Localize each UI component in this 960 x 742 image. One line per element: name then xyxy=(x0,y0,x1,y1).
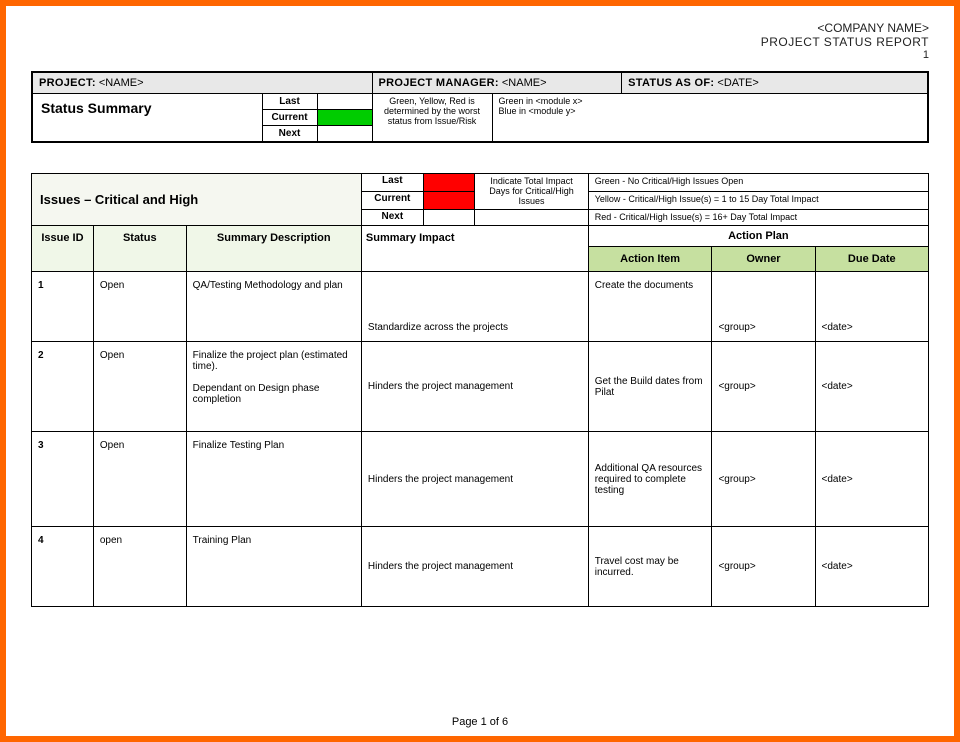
lcn-current-val xyxy=(317,110,372,126)
cell-impact: Hinders the project management xyxy=(361,527,588,607)
cell-due: <date> xyxy=(815,272,928,342)
lcn-last-val xyxy=(317,94,372,110)
lcn-last: Last xyxy=(262,94,317,110)
issues-title: Issues – Critical and High xyxy=(32,174,362,226)
status-summary-title: Status Summary xyxy=(32,94,262,143)
report-title: PROJECT STATUS REPORT xyxy=(31,35,929,49)
cell-due: <date> xyxy=(815,527,928,607)
cell-impact: Hinders the project management xyxy=(361,432,588,527)
cell-owner: <group> xyxy=(712,432,815,527)
module-note-1: Green in <module x> xyxy=(499,96,922,106)
issues-lcn-last: Last xyxy=(361,174,423,192)
issues-next-blank xyxy=(475,210,588,226)
lcn-next: Next xyxy=(262,126,317,143)
pm-cell: PROJECT MANAGER: <NAME> xyxy=(372,72,622,94)
legend-red: Red - Critical/High Issue(s) = 16+ Day T… xyxy=(588,210,928,226)
cell-desc: Finalize Testing Plan xyxy=(186,432,361,527)
hdr-summary-impact: Summary Impact xyxy=(361,226,588,272)
hdr-owner: Owner xyxy=(712,247,815,272)
issues-current-color xyxy=(423,192,475,210)
lcn-current: Current xyxy=(262,110,317,126)
hdr-summary-desc: Summary Description xyxy=(186,226,361,272)
cell-desc: Training Plan xyxy=(186,527,361,607)
issues-last-color xyxy=(423,174,475,192)
project-label: PROJECT: xyxy=(39,77,96,89)
cell-id: 1 xyxy=(32,272,94,342)
cell-owner: <group> xyxy=(712,342,815,432)
status-label: STATUS AS OF: xyxy=(628,77,714,89)
cell-status: Open xyxy=(93,272,186,342)
cell-id: 2 xyxy=(32,342,94,432)
module-note-2: Blue in <module y> xyxy=(499,106,922,116)
cell-action: Create the documents xyxy=(588,272,712,342)
cell-action: Additional QA resources required to comp… xyxy=(588,432,712,527)
hdr-action-item: Action Item xyxy=(588,247,712,272)
module-note: Green in <module x> Blue in <module y> xyxy=(492,94,928,143)
legend-green: Green - No Critical/High Issues Open xyxy=(588,174,928,192)
table-row: 4 open Training Plan Hinders the project… xyxy=(32,527,929,607)
cell-desc: Finalize the project plan (estimated tim… xyxy=(186,342,361,432)
lcn-next-val xyxy=(317,126,372,143)
table-row: 1 Open QA/Testing Methodology and plan S… xyxy=(32,272,929,342)
cell-due: <date> xyxy=(815,432,928,527)
project-info-table: PROJECT: <NAME> PROJECT MANAGER: <NAME> … xyxy=(31,71,929,143)
hdr-issue-id: Issue ID xyxy=(32,226,94,272)
project-cell: PROJECT: <NAME> xyxy=(32,72,372,94)
footer-page: Page 1 of 6 xyxy=(6,716,954,728)
table-row: 2 Open Finalize the project plan (estima… xyxy=(32,342,929,432)
project-value: <NAME> xyxy=(99,77,144,89)
cell-owner: <group> xyxy=(712,272,815,342)
pm-value: <NAME> xyxy=(502,77,547,89)
status-value: <DATE> xyxy=(717,77,758,89)
cell-status: Open xyxy=(93,342,186,432)
issues-lcn-current: Current xyxy=(361,192,423,210)
status-cell: STATUS AS OF: <DATE> xyxy=(622,72,928,94)
issues-next-color xyxy=(423,210,475,226)
cell-due: <date> xyxy=(815,342,928,432)
company-name: <COMPANY NAME> xyxy=(31,21,929,35)
hdr-due-date: Due Date xyxy=(815,247,928,272)
cell-action: Travel cost may be incurred. xyxy=(588,527,712,607)
header-right: <COMPANY NAME> PROJECT STATUS REPORT 1 xyxy=(31,21,929,61)
issues-indicator-note: Indicate Total Impact Days for Critical/… xyxy=(475,174,588,210)
cell-status: open xyxy=(93,527,186,607)
table-row: 3 Open Finalize Testing Plan Hinders the… xyxy=(32,432,929,527)
cell-impact: Standardize across the projects xyxy=(361,272,588,342)
hdr-status: Status xyxy=(93,226,186,272)
issues-table: Issues – Critical and High Last Indicate… xyxy=(31,173,929,607)
cell-id: 4 xyxy=(32,527,94,607)
legend-yellow: Yellow - Critical/High Issue(s) = 1 to 1… xyxy=(588,192,928,210)
pm-label: PROJECT MANAGER: xyxy=(379,77,499,89)
cell-action: Get the Build dates from Pilat xyxy=(588,342,712,432)
cell-status: Open xyxy=(93,432,186,527)
page-container: <COMPANY NAME> PROJECT STATUS REPORT 1 P… xyxy=(0,0,960,742)
page-number-top: 1 xyxy=(31,49,929,61)
cell-id: 3 xyxy=(32,432,94,527)
cell-impact: Hinders the project management xyxy=(361,342,588,432)
cell-owner: <group> xyxy=(712,527,815,607)
hdr-action-plan: Action Plan xyxy=(588,226,928,247)
issues-lcn-next: Next xyxy=(361,210,423,226)
status-note: Green, Yellow, Red is determined by the … xyxy=(372,94,492,143)
cell-desc: QA/Testing Methodology and plan xyxy=(186,272,361,342)
